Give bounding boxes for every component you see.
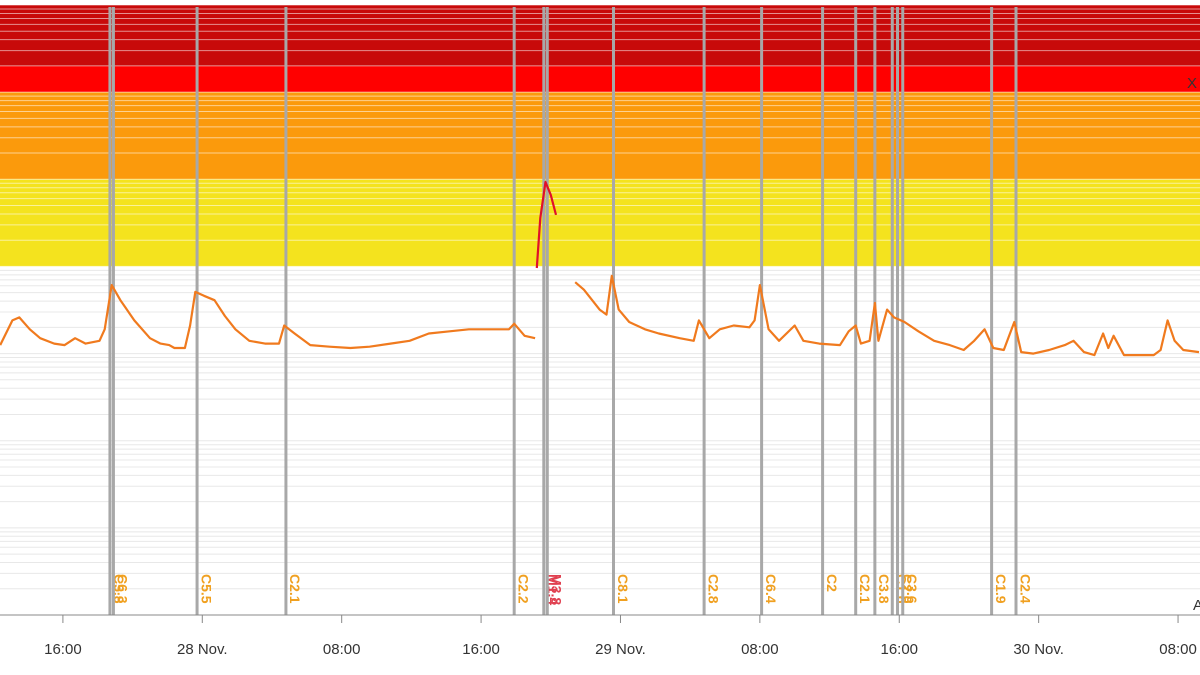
flux-band bbox=[0, 179, 1200, 267]
class-label: X bbox=[1187, 75, 1197, 92]
x-tick-label: 08:00 bbox=[1159, 641, 1197, 658]
event-label: C2.8 bbox=[705, 574, 721, 604]
events: C5.8C6.3 C5.5 C2.1 C2.2 M1.4M3.8 C8.1 C2.8 C6.4… bbox=[108, 7, 1033, 615]
bands bbox=[0, 5, 1200, 267]
x-tick-label: 08:00 bbox=[741, 641, 779, 658]
event-label: C3.6 bbox=[904, 574, 920, 604]
flux-band bbox=[0, 92, 1200, 180]
x-tick-label: 16:00 bbox=[462, 641, 500, 658]
event-label: M3.8 bbox=[549, 574, 565, 605]
event-label: C5.8 bbox=[111, 574, 127, 604]
x-tick-label: 28 Nov. bbox=[177, 641, 228, 658]
x-tick-label: 08:00 bbox=[323, 641, 361, 658]
flux-band bbox=[0, 65, 1200, 93]
grid bbox=[0, 4, 1200, 616]
x-tick-label: 29 Nov. bbox=[595, 641, 646, 658]
event-label: C6.4 bbox=[763, 574, 779, 604]
x-tick-label: 16:00 bbox=[880, 641, 918, 658]
x-axis: 16:00 28 Nov. 08:00 16:00 29 Nov. 08:00 16:00 3… bbox=[0, 614, 1200, 658]
event-label: C8.1 bbox=[615, 574, 631, 604]
x-tick-label: 16:00 bbox=[44, 641, 82, 658]
class-label: A bbox=[1193, 597, 1200, 614]
flux-band bbox=[0, 5, 1200, 66]
event-label: C2.4 bbox=[1017, 574, 1033, 604]
event-label: C2.1 bbox=[857, 574, 873, 604]
event-label: C3.8 bbox=[876, 574, 892, 604]
event-label: C5.5 bbox=[198, 574, 214, 604]
event-label: M1.4 bbox=[545, 574, 561, 605]
event-label: C6.3 bbox=[115, 574, 131, 604]
flux-line bbox=[535, 180, 558, 269]
event-label: C2 bbox=[824, 574, 840, 592]
event-label: C1.9 bbox=[993, 574, 1009, 604]
event-label: C2.1 bbox=[287, 574, 303, 604]
lines bbox=[0, 180, 1200, 357]
x-tick-label: 30 Nov. bbox=[1013, 641, 1064, 658]
event-label: C2.2 bbox=[515, 574, 531, 604]
flux-line bbox=[0, 274, 1200, 357]
